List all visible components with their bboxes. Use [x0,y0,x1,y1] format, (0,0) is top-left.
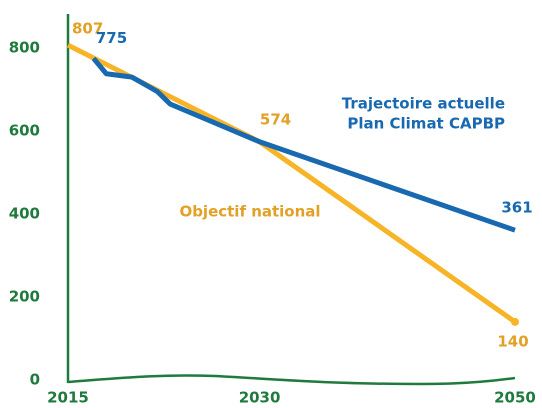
y-tick-label: 0 [30,371,40,389]
y-tick-label: 600 [9,122,40,140]
data-label: 574 [260,110,291,128]
data-label: 807 [72,20,103,38]
y-tick-label: 200 [9,288,40,306]
data-label: 140 [497,332,528,350]
x-tick-label: 2030 [239,389,281,407]
x-tick-label: 2015 [47,389,89,407]
data-label: 775 [96,29,127,47]
series-label: Plan Climat CAPBP [347,115,505,133]
series-line [91,56,516,233]
series-label: Objectif national [179,203,320,221]
x-tick-label: 2050 [494,389,536,407]
end-point [511,317,519,326]
x-axis-line [67,374,516,386]
y-tick-label: 800 [9,39,40,57]
data-label: 361 [501,199,532,217]
y-tick-label: 400 [9,205,40,223]
series-label: Trajectoire actuelle [342,95,505,113]
series-line [66,42,517,324]
